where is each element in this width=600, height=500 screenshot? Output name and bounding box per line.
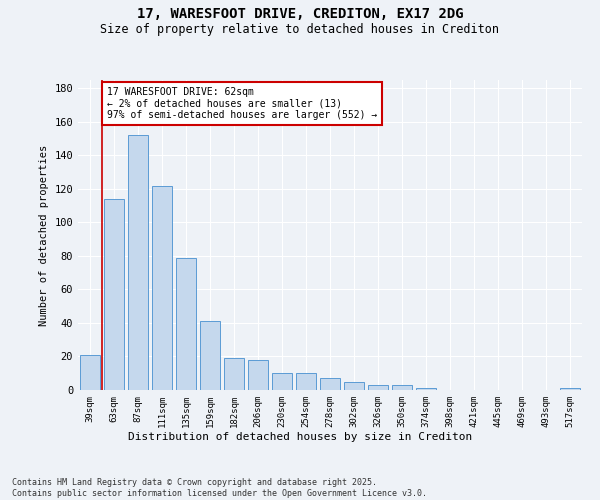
Text: 17, WARESFOOT DRIVE, CREDITON, EX17 2DG: 17, WARESFOOT DRIVE, CREDITON, EX17 2DG [137,8,463,22]
Y-axis label: Number of detached properties: Number of detached properties [39,144,49,326]
Bar [416,388,436,390]
Bar [368,385,388,390]
Bar [344,382,364,390]
Bar [152,186,172,390]
Bar [272,373,292,390]
Bar [248,360,268,390]
Bar [296,373,316,390]
Bar [560,388,580,390]
Bar [128,136,148,390]
Bar [200,322,220,390]
Bar [320,378,340,390]
Text: 17 WARESFOOT DRIVE: 62sqm
← 2% of detached houses are smaller (13)
97% of semi-d: 17 WARESFOOT DRIVE: 62sqm ← 2% of detach… [107,86,377,120]
Bar [176,258,196,390]
Bar [392,385,412,390]
Bar [80,355,100,390]
Text: Size of property relative to detached houses in Crediton: Size of property relative to detached ho… [101,22,499,36]
Text: Contains HM Land Registry data © Crown copyright and database right 2025.
Contai: Contains HM Land Registry data © Crown c… [12,478,427,498]
Bar [224,358,244,390]
Text: Distribution of detached houses by size in Crediton: Distribution of detached houses by size … [128,432,472,442]
Bar [104,199,124,390]
